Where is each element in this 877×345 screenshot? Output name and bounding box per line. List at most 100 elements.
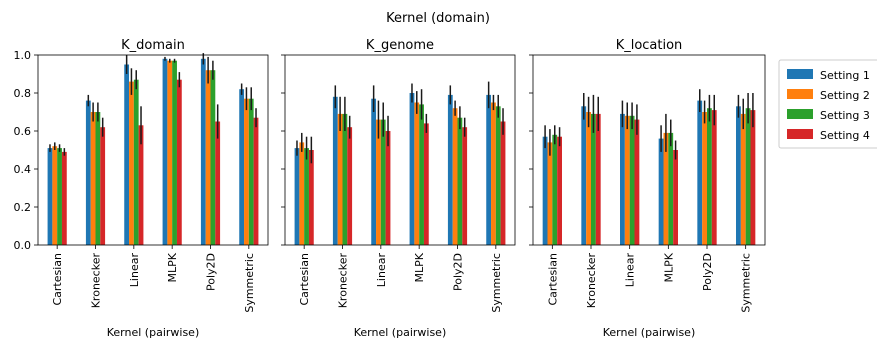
bar bbox=[376, 119, 381, 245]
x-tick-label: Linear bbox=[375, 253, 388, 288]
panel-1: K_domain 0.0 0.2 0.4 0.6 0.8 1.0 Cartesian Krone… bbox=[14, 38, 269, 339]
legend-swatch bbox=[787, 89, 813, 99]
x-tick-label: Symmetric bbox=[740, 253, 753, 313]
bar bbox=[138, 125, 144, 245]
legend-label: Setting 4 bbox=[820, 129, 870, 142]
y-tick-label: 0.4 bbox=[14, 163, 32, 176]
x-tick-label: Kronecker bbox=[337, 253, 350, 309]
bar bbox=[624, 115, 630, 245]
bar bbox=[586, 112, 591, 245]
bar bbox=[304, 148, 309, 245]
bar bbox=[210, 70, 216, 245]
x-tick-label: MLPK bbox=[413, 252, 426, 282]
legend-swatch bbox=[787, 69, 813, 79]
bar bbox=[634, 119, 640, 245]
bar bbox=[371, 98, 377, 245]
x-tick-label: Cartesian bbox=[298, 253, 311, 306]
bar bbox=[629, 115, 635, 245]
figure-title: Kernel (domain) bbox=[386, 11, 490, 26]
y-tick-label: 0.8 bbox=[14, 87, 32, 100]
axes-frame bbox=[284, 54, 516, 246]
axes-frame bbox=[37, 54, 269, 246]
bar bbox=[52, 146, 58, 245]
bar bbox=[244, 98, 249, 245]
bar bbox=[457, 117, 463, 245]
bar bbox=[57, 148, 62, 245]
legend-swatch bbox=[787, 109, 813, 119]
bar bbox=[452, 108, 458, 245]
bar bbox=[332, 96, 338, 245]
bar bbox=[100, 127, 106, 245]
bar bbox=[745, 108, 751, 245]
bar bbox=[294, 148, 300, 245]
x-tick-label: MLPK bbox=[662, 252, 675, 282]
bar bbox=[47, 148, 53, 245]
bar bbox=[205, 70, 211, 245]
bar bbox=[620, 113, 625, 246]
bar bbox=[658, 138, 664, 245]
bar bbox=[542, 136, 548, 245]
bar bbox=[557, 136, 562, 245]
x-tick-label: Poly2D bbox=[701, 253, 714, 291]
bar bbox=[239, 89, 245, 245]
x-tick-label: Kronecker bbox=[585, 253, 598, 309]
bar bbox=[85, 100, 91, 245]
bar bbox=[380, 119, 386, 245]
legend-swatch bbox=[787, 129, 813, 139]
bar bbox=[90, 112, 96, 245]
legend-label: Setting 2 bbox=[820, 89, 870, 102]
bar bbox=[172, 60, 177, 246]
x-tick-label: Symmetric bbox=[490, 253, 503, 313]
bar bbox=[591, 113, 596, 246]
bar bbox=[486, 94, 492, 246]
bar bbox=[215, 121, 221, 245]
bar bbox=[595, 113, 601, 246]
x-axis-label: Kernel (pairwise) bbox=[603, 326, 696, 339]
y-tick-label: 0.6 bbox=[14, 125, 32, 138]
bar bbox=[547, 142, 553, 245]
bar bbox=[342, 113, 348, 246]
y-tick-label: 0.0 bbox=[14, 239, 32, 252]
x-tick-label: Poly2D bbox=[452, 253, 465, 291]
bar bbox=[462, 127, 468, 245]
bar bbox=[495, 106, 501, 245]
bar bbox=[500, 121, 506, 245]
bar bbox=[133, 79, 139, 245]
bar bbox=[447, 94, 453, 246]
bar bbox=[129, 81, 134, 245]
bar bbox=[347, 127, 353, 245]
bar bbox=[200, 58, 206, 245]
legend-box bbox=[778, 59, 877, 149]
x-axis-label: Kernel (pairwise) bbox=[354, 326, 447, 339]
bar bbox=[663, 132, 669, 245]
bar bbox=[702, 112, 707, 245]
bar bbox=[176, 79, 182, 245]
legend: Setting 1 Setting 2 Setting 3 Setting 4 bbox=[778, 59, 877, 149]
bar bbox=[673, 150, 678, 245]
x-tick-label: Poly2D bbox=[205, 253, 218, 291]
bar bbox=[491, 102, 496, 245]
bar bbox=[162, 58, 168, 245]
bar bbox=[299, 142, 305, 245]
bar bbox=[414, 102, 420, 245]
panel-title: K_genome bbox=[366, 38, 434, 53]
x-axis-label: Kernel (pairwise) bbox=[107, 326, 200, 339]
bar bbox=[409, 93, 415, 245]
bar bbox=[552, 134, 558, 245]
panel-3: K_location Cartesian Kronecker Linear MLPK Po… bbox=[529, 38, 766, 339]
bar bbox=[61, 151, 67, 245]
legend-label: Setting 1 bbox=[820, 69, 870, 82]
bar bbox=[581, 106, 587, 245]
y-tick-label: 0.2 bbox=[14, 201, 32, 214]
x-tick-label: Cartesian bbox=[51, 253, 64, 306]
bar bbox=[248, 98, 254, 245]
bar bbox=[95, 112, 101, 245]
bar bbox=[736, 106, 741, 245]
bar bbox=[711, 110, 717, 245]
bar bbox=[337, 113, 343, 246]
legend-label: Setting 3 bbox=[820, 109, 870, 122]
bar bbox=[740, 113, 746, 246]
bar bbox=[707, 108, 712, 245]
